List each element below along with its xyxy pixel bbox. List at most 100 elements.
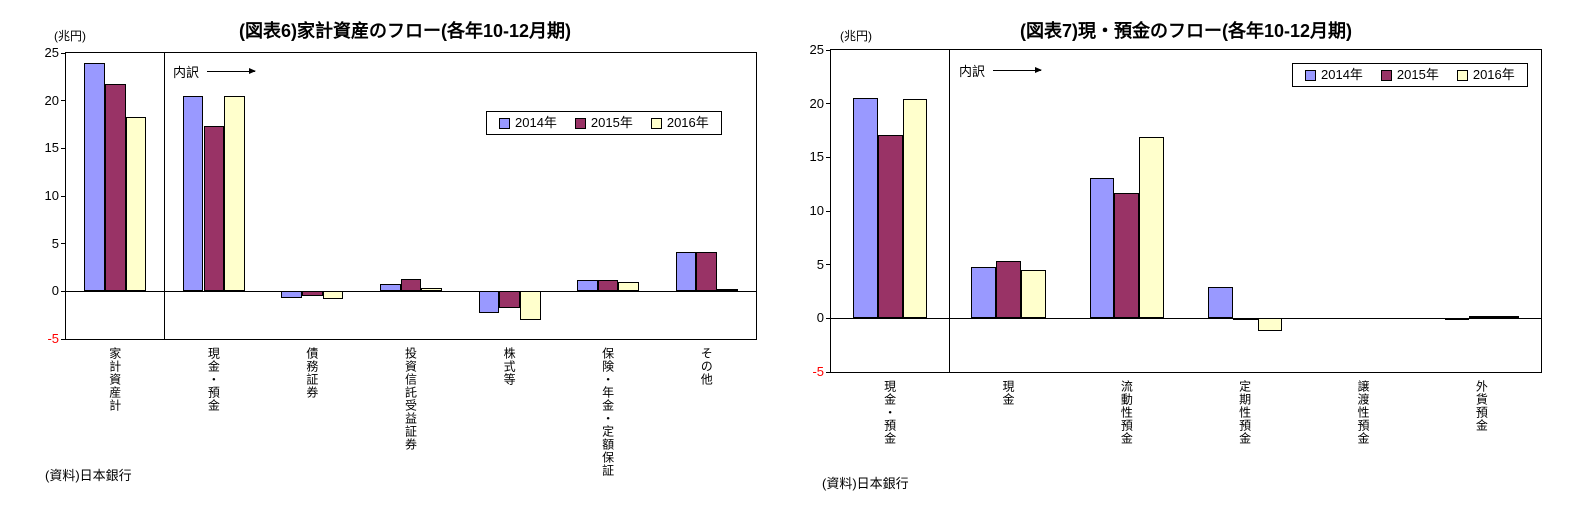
y-axis-unit-label: (兆円) bbox=[840, 29, 872, 43]
bar bbox=[1139, 136, 1165, 319]
chart-title: (図表7)現・預金のフロー(各年10-12月期) bbox=[1019, 21, 1353, 41]
y-tick-mark bbox=[61, 100, 66, 102]
chart-legend: 2014年 2015年 2016年 bbox=[1292, 63, 1528, 87]
legend-item: 2014年 bbox=[499, 116, 557, 130]
y-tick-mark bbox=[61, 338, 66, 340]
plot-area: 内訳 bbox=[61, 52, 757, 340]
y-tick-label: 10 bbox=[44, 188, 59, 203]
category-label: 家計資産計 bbox=[107, 347, 122, 412]
bar bbox=[400, 278, 422, 292]
y-tick-label: 20 bbox=[44, 92, 59, 108]
bar bbox=[322, 291, 344, 299]
legend-label: 2016年 bbox=[1472, 67, 1515, 82]
bar bbox=[203, 126, 225, 292]
legend-label: 2015年 bbox=[1396, 67, 1439, 82]
breakdown-label: 内訳 bbox=[173, 65, 200, 80]
legend-item: 2016年 bbox=[650, 116, 709, 130]
category-label: 現金 bbox=[1001, 380, 1015, 406]
legend-label: 2014年 bbox=[1321, 67, 1363, 82]
legend-swatch bbox=[650, 117, 662, 129]
category-label: 株式等 bbox=[502, 347, 517, 386]
bar bbox=[1232, 318, 1258, 321]
legend-item: 2015年 bbox=[1380, 67, 1439, 82]
bar bbox=[618, 281, 640, 292]
bar bbox=[104, 83, 126, 292]
y-tick-label: 15 bbox=[44, 140, 59, 156]
bar bbox=[1257, 318, 1283, 332]
bar bbox=[717, 289, 738, 292]
bar bbox=[971, 266, 997, 319]
legend-item: 2014年 bbox=[1305, 68, 1363, 82]
y-tick-label: 5 bbox=[816, 256, 824, 272]
source-note: (資料)日本銀行 bbox=[822, 476, 909, 491]
y-tick-mark bbox=[61, 243, 66, 245]
bar bbox=[852, 98, 878, 319]
breakdown-separator-line bbox=[164, 53, 166, 339]
category-label: 現金・預金 bbox=[206, 347, 221, 412]
bar bbox=[182, 95, 204, 292]
category-label: 保険・年金・定額保証 bbox=[600, 347, 615, 477]
legend-label: 2015年 bbox=[590, 115, 633, 130]
bar bbox=[1114, 192, 1140, 319]
legend-swatch bbox=[1456, 69, 1468, 81]
bar bbox=[1089, 177, 1115, 319]
y-tick-mark bbox=[61, 290, 66, 292]
y-axis-unit-label: (兆円) bbox=[54, 29, 86, 43]
bar bbox=[1020, 270, 1046, 319]
y-tick-label: 25 bbox=[44, 45, 59, 60]
y-tick-label: 20 bbox=[809, 95, 824, 111]
bar bbox=[224, 95, 245, 292]
chart-title: (図表6)家計資産のフロー(各年10-12月期) bbox=[238, 21, 572, 41]
y-tick-label: 0 bbox=[816, 310, 824, 326]
y-tick-mark bbox=[61, 195, 66, 197]
legend-item: 2016年 bbox=[1456, 67, 1515, 82]
category-label: 現金・預金 bbox=[882, 380, 897, 445]
bar bbox=[1207, 287, 1233, 319]
zero-baseline bbox=[66, 290, 756, 292]
y-tick-mark bbox=[826, 210, 831, 212]
y-tick-label: -5 bbox=[812, 364, 824, 379]
bar bbox=[597, 279, 619, 292]
y-tick-label: 25 bbox=[809, 42, 824, 57]
bar bbox=[519, 291, 541, 320]
bar bbox=[1494, 316, 1520, 319]
chart-fig7-cash-deposits-flow: (図表7)現・預金のフロー(各年10-12月期) (兆円) 内訳 2014年 20… bbox=[800, 5, 1572, 517]
bar bbox=[996, 261, 1021, 319]
y-tick-mark bbox=[826, 317, 831, 319]
breakdown-arrow-icon bbox=[207, 68, 257, 74]
legend-swatch bbox=[499, 117, 510, 129]
category-label: 外貨預金 bbox=[1474, 380, 1489, 432]
bar bbox=[499, 291, 520, 309]
bar bbox=[902, 99, 928, 319]
y-tick-label: -5 bbox=[47, 331, 59, 346]
y-tick-label: 15 bbox=[809, 149, 824, 165]
category-label: その他 bbox=[699, 347, 714, 386]
chart-legend: 2014年 2015年 2016年 bbox=[486, 111, 722, 135]
breakdown-separator-line bbox=[948, 50, 950, 372]
bar bbox=[84, 62, 105, 292]
category-label: 債務証券 bbox=[304, 347, 319, 399]
category-label: 定期性預金 bbox=[1237, 380, 1252, 445]
breakdown-label: 内訳 bbox=[959, 64, 986, 79]
bar bbox=[675, 252, 697, 292]
legend-label: 2014年 bbox=[515, 115, 557, 130]
legend-swatch bbox=[574, 117, 586, 129]
bar bbox=[877, 134, 903, 319]
bar bbox=[696, 252, 718, 292]
chart-fig6-household-assets-flow: (図表6)家計資産のフロー(各年10-12月期) (兆円) 内訳 2014年 20… bbox=[20, 5, 790, 517]
y-tick-mark bbox=[61, 52, 66, 54]
y-tick-label: 0 bbox=[51, 283, 59, 299]
y-tick-label: 10 bbox=[809, 203, 824, 218]
source-note: (資料)日本銀行 bbox=[45, 468, 132, 483]
category-label: 譲渡性預金 bbox=[1356, 380, 1370, 445]
y-tick-mark bbox=[826, 103, 831, 105]
legend-swatch bbox=[1305, 69, 1316, 81]
bar bbox=[1444, 318, 1470, 321]
legend-item: 2015年 bbox=[574, 115, 633, 130]
breakdown-annotation: 内訳 bbox=[959, 61, 1043, 80]
y-tick-mark bbox=[826, 156, 831, 158]
zero-baseline bbox=[831, 317, 1541, 319]
category-label: 流動性預金 bbox=[1119, 380, 1134, 445]
y-tick-label: 5 bbox=[51, 235, 59, 251]
